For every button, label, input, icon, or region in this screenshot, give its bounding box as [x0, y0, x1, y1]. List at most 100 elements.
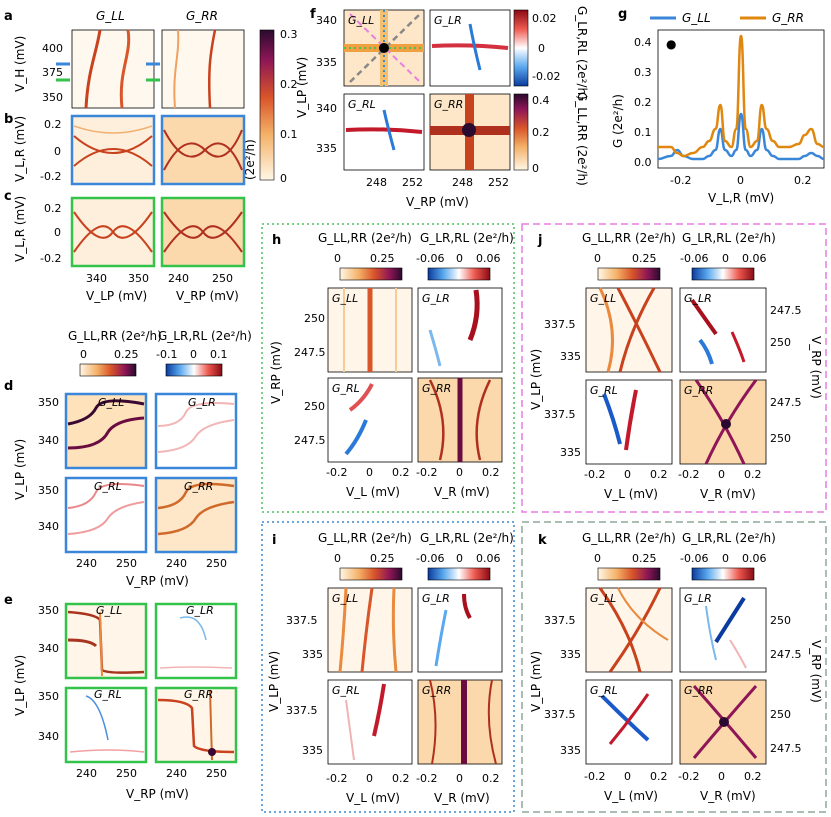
- panel-k-rl-map: [585, 679, 673, 765]
- panel-c-ll-map: [70, 196, 156, 268]
- panel-label-k: k: [538, 533, 547, 548]
- panel-c-ytick-2: -0.2: [40, 252, 61, 265]
- panel-g-ylabel: G (2e²/h): [611, 94, 625, 148]
- panel-d-xtick-2: 240: [166, 557, 187, 570]
- panel-j-lr-map: [679, 287, 767, 373]
- panel-e-xtick-0: 240: [76, 767, 97, 780]
- panel-a-rr-map: [161, 29, 245, 109]
- panel-j-rr-map: [679, 379, 767, 465]
- panel-f-ytick-2: 340: [316, 102, 337, 115]
- panel-i-cb-left: [339, 567, 403, 581]
- panel-j-ytick-r1: 250: [770, 336, 791, 349]
- panel-j-cb-right-label: G_LR,RL (2e²/h): [682, 231, 776, 245]
- panel-i-cb-right-tick-0: -0.06: [416, 552, 444, 565]
- panel-d-cb-left-label: G_LL,RR (2e²/h): [68, 329, 162, 343]
- panel-f-ll-map: [343, 9, 425, 87]
- panel-i-xtick-4: 0: [456, 772, 463, 785]
- panel-a-cb-tick-0: 0.3: [280, 28, 298, 41]
- panel-d-lr-map: [154, 392, 238, 470]
- panel-i-cb-right-label: G_LR,RL (2e²/h): [420, 531, 514, 545]
- panel-d-inset-ll: G_LL: [98, 396, 124, 409]
- panel-a-cb-tick-1: 0.2: [280, 78, 298, 91]
- panel-h-ytick-0: 250: [304, 312, 325, 325]
- panel-h-cb-right-tick-2: 0.06: [476, 252, 501, 265]
- panel-label-a: a: [4, 9, 13, 24]
- panel-label-g: g: [618, 7, 627, 22]
- panel-e-ytick-0: 350: [38, 604, 59, 617]
- panel-f-xtick-1: 252: [402, 176, 423, 189]
- panel-i-ylabel: V_LP (mV): [267, 651, 281, 712]
- panel-j-ll-map: [585, 287, 673, 373]
- panel-g-xtick-1: 0: [737, 174, 744, 187]
- panel-j-ytick-l1: 335: [560, 350, 581, 363]
- panel-f-cb-bottom-tick-2: 0: [532, 162, 539, 175]
- panel-h-cb-left: [339, 267, 403, 281]
- panel-d-rl-map: [64, 476, 148, 554]
- panel-d-cb-right: [165, 363, 223, 377]
- panel-f-xlabel: V_RP (mV): [406, 195, 469, 209]
- panel-e-lr-map: [154, 602, 238, 680]
- panel-e-ytick-2: 350: [38, 690, 59, 703]
- panel-c-ylabel: V_L,R (mV): [13, 196, 27, 262]
- panel-b-ytick-0: 0.2: [44, 118, 62, 131]
- panel-c-xtick-r1: 250: [212, 272, 233, 285]
- panel-j-ytick-r3: 250: [770, 432, 791, 445]
- panel-h-rl-map: [327, 377, 413, 463]
- panel-c-rr-map: [160, 196, 246, 268]
- panel-k-xtick-3: -0.2: [678, 770, 699, 783]
- panel-f-cb-top-tick-1: 0: [538, 42, 545, 55]
- panel-a-title-rr: G_RR: [186, 9, 218, 23]
- panel-e-inset-ll: G_LL: [96, 604, 122, 617]
- panel-f-cb-bottom: [513, 93, 529, 171]
- panel-k-ll-map: [585, 587, 673, 673]
- panel-f-inset-ll: G_LL: [348, 14, 374, 27]
- panel-k-ytick-l2: 337.5: [544, 708, 576, 721]
- panel-e-rl-map: [64, 686, 148, 764]
- panel-i-inset-ll: G_LL: [332, 592, 358, 605]
- panel-i-xlabel-r: V_R (mV): [434, 791, 490, 805]
- panel-i-inset-rl: G_RL: [332, 684, 360, 697]
- panel-i-ytick-1: 335: [302, 648, 323, 661]
- panel-f-rl-map: [343, 93, 425, 171]
- panel-label-c: c: [4, 189, 12, 204]
- panel-h-rr-map: [417, 377, 503, 463]
- panel-k-xtick-2: 0.2: [650, 770, 668, 783]
- panel-d-cb-right-tick-2: 0.1: [210, 348, 228, 361]
- panel-i-cb-right-tick-2: 0.06: [476, 552, 501, 565]
- panel-d-xtick-0: 240: [76, 557, 97, 570]
- panel-a-ytick-2: 350: [42, 91, 63, 104]
- panel-c-xtick-l0: 340: [86, 272, 107, 285]
- panel-j-cb-left-tick-1: 0.25: [632, 252, 657, 265]
- panel-f-cb-top-label: G_LR,RL (2e²/h): [575, 6, 589, 100]
- panel-f-cb-bottom-tick-1: 0.2: [532, 126, 550, 139]
- panel-k-lr-map: [679, 587, 767, 673]
- panel-label-d: d: [4, 379, 13, 394]
- panel-i-cb-left-tick-1: 0.25: [370, 552, 395, 565]
- panel-j-rl-map: [585, 379, 673, 465]
- panel-a-title-ll: G_LL: [96, 9, 125, 23]
- panel-h-xtick-3: -0.2: [416, 466, 437, 479]
- panel-d-xtick-3: 250: [206, 557, 227, 570]
- panel-j-inset-rl: G_RL: [590, 384, 618, 397]
- panel-f-inset-rl: G_RL: [348, 98, 376, 111]
- panel-b-ytick-1: 0: [54, 145, 61, 158]
- panel-g-ytick-4: 0.0: [634, 156, 652, 169]
- panel-h-xtick-0: -0.2: [326, 466, 347, 479]
- panel-d-ytick-2: 350: [38, 484, 59, 497]
- panel-e-xtick-3: 250: [206, 767, 227, 780]
- panel-k-rr-map: [679, 679, 767, 765]
- panel-j-cb-right-tick-1: 0: [722, 252, 729, 265]
- panel-f-ytick-0: 340: [316, 14, 337, 27]
- panel-i-ll-map: [327, 587, 413, 673]
- panel-d-ytick-3: 340: [38, 520, 59, 533]
- panel-d-cb-left-tick-0: 0: [80, 348, 87, 361]
- panel-c-xtick-r0: 240: [168, 272, 189, 285]
- panel-j-inset-ll: G_LL: [590, 292, 616, 305]
- legend-label-rr: G_RR: [772, 11, 804, 25]
- panel-j-inset-lr: G_LR: [684, 292, 712, 305]
- panel-i-ytick-3: 335: [302, 744, 323, 757]
- panel-d-ytick-0: 350: [38, 396, 59, 409]
- panel-b-ytick-2: -0.2: [40, 170, 61, 183]
- panel-e-inset-lr: G_LR: [186, 604, 214, 617]
- panel-b-rr-map: [160, 114, 246, 186]
